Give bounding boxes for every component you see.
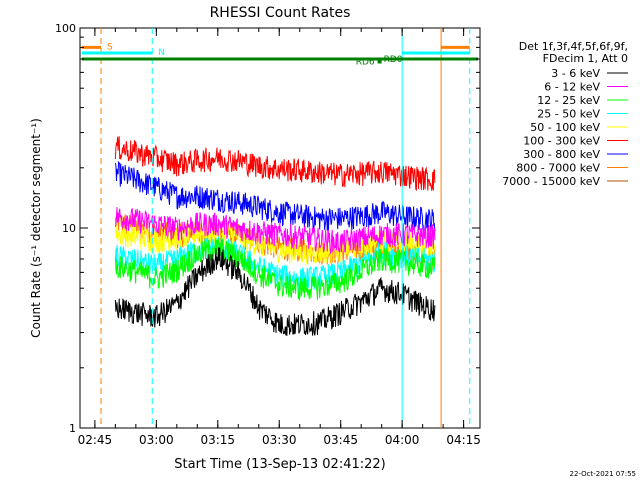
series-3_6keV-line	[114, 247, 436, 336]
x-tick-label: 03:45	[323, 433, 358, 447]
y-tick-label: 10	[62, 222, 76, 235]
legend-entry-label: 7000 - 15000 keV	[502, 175, 600, 188]
series-100_300keV-line	[114, 136, 436, 192]
legend-entry-label: 50 - 100 keV	[530, 121, 600, 134]
x-tick-label: 03:00	[139, 433, 174, 447]
marker-label-N: N	[158, 48, 165, 58]
legend-entry-label: 100 - 300 keV	[523, 135, 600, 148]
rd6-mark	[377, 59, 382, 64]
x-tick-label: 04:00	[385, 433, 420, 447]
legend-entry-label: 800 - 7000 keV	[516, 162, 600, 175]
y-axis-label: Count Rate (s⁻¹ detector segment⁻¹)	[29, 118, 43, 338]
rd6-label: RD6	[356, 57, 375, 67]
x-axis: 02:45 03:00 03:15 03:30 03:45 04:00 04:15	[78, 28, 481, 447]
legend-header-line: FDecim 1, Att 0	[543, 52, 628, 65]
series-6_12keV-line	[114, 207, 436, 254]
y-axis: 1 10 100	[55, 22, 480, 435]
plot-area: SN RD6 RD0	[79, 27, 481, 429]
footer-timestamp: 22-Oct-2021 07:55	[570, 470, 636, 478]
y-tick-label: 1	[69, 422, 76, 435]
legend-entry-label: 3 - 6 keV	[551, 67, 600, 80]
rd0-label: RD0	[384, 55, 403, 65]
legend-entry-label: 25 - 50 keV	[537, 108, 600, 121]
series-25_50keV-line	[114, 235, 436, 291]
x-tick-label: 03:30	[262, 433, 297, 447]
x-tick-label: 02:45	[78, 433, 113, 447]
series-layer	[114, 136, 436, 336]
legend-entry-label: 300 - 800 keV	[523, 148, 600, 161]
x-axis-label: Start Time (13-Sep-13 02:41:22)	[174, 457, 385, 472]
legend-entry-label: 6 - 12 keV	[544, 81, 600, 94]
annotation-layer: RD6 RD0	[82, 55, 478, 67]
chart-title: RHESSI Count Rates	[210, 5, 351, 21]
series-12_25keV-line	[114, 238, 436, 301]
x-tick-label: 04:15	[446, 433, 481, 447]
marker-layer: SN	[82, 28, 471, 428]
x-tick-label: 03:15	[200, 433, 235, 447]
legend-header-line: Det 1f,3f,4f,5f,6f,9f,	[519, 40, 628, 53]
marker-label-S: S	[107, 42, 113, 52]
legend: Det 1f,3f,4f,5f,6f,9f,FDecim 1, Att 0 3 -…	[502, 40, 628, 188]
legend-entry-label: 12 - 25 keV	[537, 94, 600, 107]
series-300_800keV-line	[114, 160, 436, 233]
y-tick-label: 100	[55, 22, 76, 35]
